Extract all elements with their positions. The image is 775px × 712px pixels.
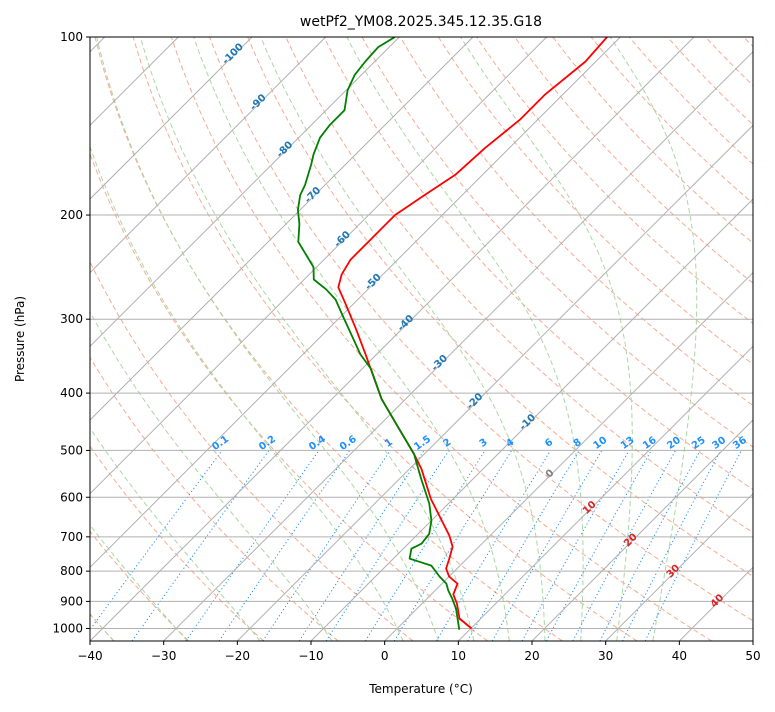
y-tick-label: 900	[60, 594, 83, 608]
x-tick-label: 40	[672, 649, 687, 663]
y-tick-label: 300	[60, 312, 83, 326]
mixing-ratio-label: 1	[383, 437, 395, 450]
isotherm-line	[385, 37, 775, 641]
background-lines	[0, 37, 775, 641]
dewpoint-profile	[298, 37, 459, 630]
isotherm-line	[0, 37, 326, 641]
isotherm-label: -30	[430, 353, 451, 374]
dry-adiabat	[57, 37, 488, 641]
x-tick-label: 20	[524, 649, 539, 663]
mixing-ratio-label: 3	[478, 437, 490, 450]
mixing-ratio-line	[573, 450, 676, 641]
mixing-ratio-line	[219, 450, 350, 641]
isotherm-line	[679, 37, 775, 641]
y-tick-label: 400	[60, 386, 83, 400]
isotherm-label: -80	[275, 139, 296, 160]
dry-adiabat	[0, 37, 189, 641]
isotherm-label: 40	[709, 592, 727, 610]
dry-adiabat	[591, 37, 775, 641]
isotherm-line	[16, 37, 620, 641]
dry-adiabat	[0, 37, 338, 641]
y-tick-label: 700	[60, 530, 83, 544]
mixing-ratio-line	[326, 450, 449, 641]
dry-adiabat	[210, 37, 775, 641]
mixing-ratio-label: 10	[592, 435, 610, 452]
y-tick-label: 600	[60, 490, 83, 504]
y-tick-label: 200	[60, 208, 83, 222]
dry-adiabat	[667, 37, 775, 641]
isotherm-label: 20	[622, 532, 640, 550]
mixing-ratio-label: 36	[731, 435, 749, 452]
dry-adiabat	[744, 37, 775, 641]
mixing-ratio-line	[622, 450, 720, 641]
x-tick-label: 10	[451, 649, 466, 663]
isotherm-line	[0, 37, 252, 641]
moist-adiabat	[0, 37, 187, 641]
dry-adiabat	[0, 37, 264, 641]
mixing-ratio-line	[82, 450, 222, 641]
isotherm-label: -90	[248, 92, 269, 113]
mixing-ratio-line	[546, 450, 651, 641]
y-axis-label: Pressure (hPa)	[13, 296, 27, 382]
chart-title: wetPf2_YM08.2025.345.12.35.G18	[300, 14, 542, 30]
x-axis-label: Temperature (°C)	[368, 682, 473, 696]
dry-adiabat	[171, 37, 711, 641]
mixing-ratio-line	[522, 450, 629, 641]
mixing-ratio-line	[263, 450, 391, 641]
moist-adiabat	[461, 37, 633, 641]
isotherm-line	[164, 37, 768, 641]
mixing-ratio-label: 2	[441, 437, 453, 450]
isotherm-line	[458, 37, 775, 641]
temperature-profile	[338, 37, 607, 629]
isotherm-label: -10	[518, 412, 539, 433]
y-tick-label: 500	[60, 443, 83, 457]
isotherm-line	[90, 37, 694, 641]
mixing-ratio-label: 25	[690, 435, 708, 452]
moist-adiabat	[261, 37, 545, 641]
moist-adiabat	[1, 37, 332, 641]
mixing-ratio-line	[600, 450, 700, 641]
plot-frame	[90, 37, 753, 641]
isotherm-line	[753, 37, 775, 641]
isotherm-label: -70	[303, 185, 324, 206]
x-tick-label: −10	[298, 649, 323, 663]
y-tick-label: 100	[60, 30, 83, 44]
y-tick-label: 1000	[52, 621, 83, 635]
x-tick-label: 50	[745, 649, 760, 663]
dry-adiabat	[477, 37, 775, 641]
mixing-ratio-label: 13	[619, 435, 637, 452]
mixing-ratio-label: 30	[710, 435, 728, 452]
moist-adiabat	[60, 37, 403, 641]
isotherm-line	[532, 37, 775, 641]
mixing-ratio-label: 16	[641, 435, 659, 452]
dry-adiabat	[553, 37, 775, 641]
y-tick-label: 800	[60, 564, 83, 578]
mixing-ratio-label: 6	[543, 437, 555, 450]
dry-adiabat	[438, 37, 775, 641]
isotherm-label: -60	[332, 229, 353, 250]
mixing-ratio-line	[436, 450, 550, 641]
isotherm-label: -20	[465, 391, 486, 412]
dry-adiabat	[362, 37, 775, 641]
x-tick-label: −40	[77, 649, 102, 663]
isotherm-label: -100	[220, 41, 246, 67]
dry-adiabat	[133, 37, 637, 641]
isotherm-line	[0, 37, 547, 641]
isotherm-label: 30	[665, 563, 683, 581]
x-tick-label: 30	[598, 649, 613, 663]
isotherm-label: -50	[363, 272, 384, 293]
isotherm-line	[0, 37, 399, 641]
x-tick-label: −20	[225, 649, 250, 663]
moist-adiabat	[140, 37, 474, 641]
x-tick-label: 0	[381, 649, 389, 663]
x-tick-label: −30	[151, 649, 176, 663]
dry-adiabat	[706, 37, 775, 641]
isotherm-label: -40	[396, 313, 417, 334]
mixing-ratio-label: 4	[504, 437, 516, 450]
isotherm-label: 0	[544, 468, 557, 481]
isotherm-line	[606, 37, 775, 641]
moist-adiabat	[0, 37, 260, 641]
